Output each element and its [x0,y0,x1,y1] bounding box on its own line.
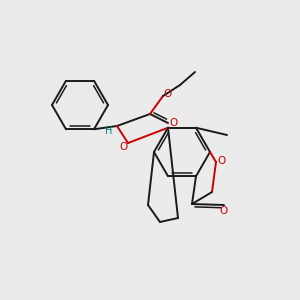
Text: O: O [220,206,228,216]
Text: O: O [119,142,127,152]
Text: H: H [105,126,113,136]
Text: O: O [164,89,172,99]
Text: O: O [218,156,226,166]
Text: O: O [169,118,177,128]
